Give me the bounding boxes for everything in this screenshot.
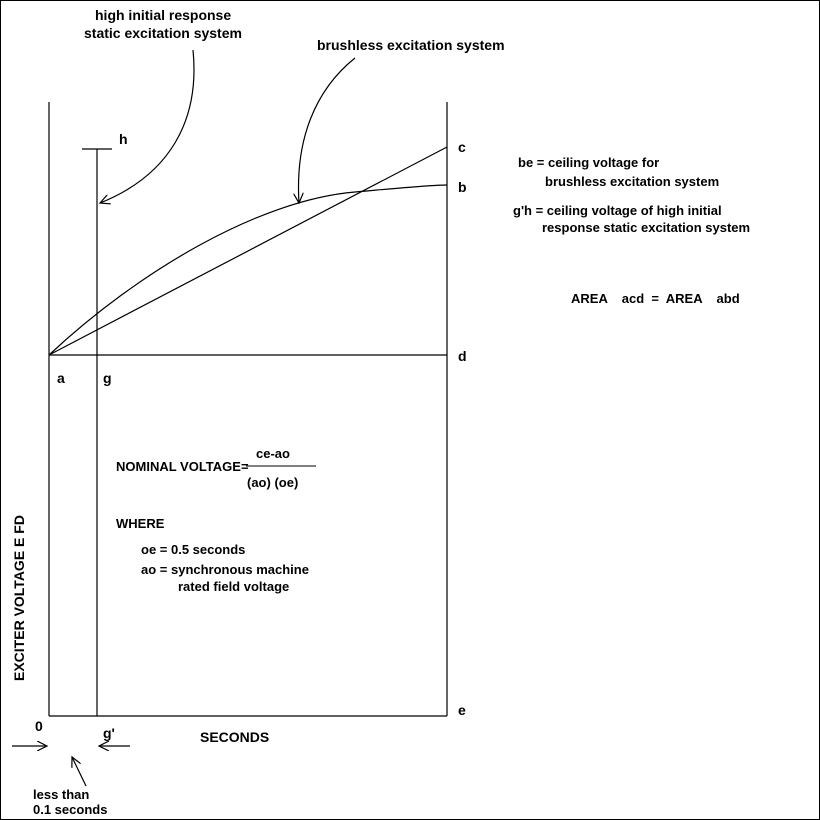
formula-ao-definition-line1: ao = synchronous machine	[141, 562, 309, 577]
x-axis-label: SECONDS	[200, 729, 269, 745]
straight-line-ac	[48, 146, 448, 356]
legend-be-line1: be = ceiling voltage for	[518, 155, 659, 170]
area-equation: AREA acd = AREA abd	[571, 291, 740, 306]
static-system-label-line1: high initial response	[95, 7, 231, 23]
formula-numerator: ce-ao	[256, 446, 290, 461]
formula-denominator: (ao) (oe)	[247, 475, 298, 490]
point-label-d: d	[458, 348, 467, 364]
legend-gh-line1: g'h = ceiling voltage of high initial	[513, 203, 722, 218]
interval-note-arrow	[72, 757, 87, 787]
point-label-g: g	[103, 370, 112, 386]
brushless-system-arrow	[298, 57, 356, 203]
legend-be-line2: brushless excitation system	[545, 174, 719, 189]
point-label-origin: 0	[35, 718, 43, 734]
formula-where: WHERE	[116, 516, 165, 531]
formula-ao-definition-line2: rated field voltage	[178, 579, 289, 594]
legend-gh-line2: response static excitation system	[542, 220, 750, 235]
brushless-response-curve	[48, 184, 448, 356]
interval-note-line2: 0.1 seconds	[33, 802, 107, 817]
formula-oe-definition: oe = 0.5 seconds	[141, 542, 245, 557]
point-label-a: a	[57, 370, 65, 386]
static-system-arrow	[100, 49, 195, 203]
point-label-e: e	[458, 702, 466, 718]
point-label-g-prime: g'	[103, 725, 115, 741]
formula-lhs: NOMINAL VOLTAGE=	[116, 459, 249, 474]
brushless-system-label: brushless excitation system	[317, 37, 505, 53]
interval-note-line1: less than	[33, 787, 89, 802]
static-system-label-line2: static excitation system	[84, 25, 242, 41]
point-label-h: h	[119, 131, 128, 147]
y-axis-label: EXCITER VOLTAGE E FD	[11, 515, 27, 681]
point-label-b: b	[458, 179, 467, 195]
point-label-c: c	[458, 139, 466, 155]
